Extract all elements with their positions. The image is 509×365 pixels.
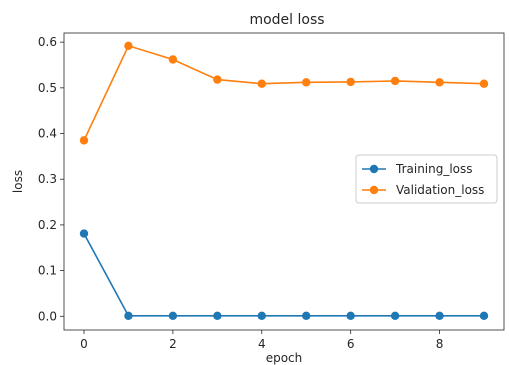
x-tick-label: 2 — [169, 337, 177, 351]
y-tick-label: 0.3 — [38, 172, 57, 186]
data-point — [168, 311, 178, 321]
legend-marker — [369, 185, 379, 195]
series-line — [83, 233, 484, 317]
data-point — [79, 136, 89, 145]
y-tick-label: 0.5 — [38, 81, 57, 95]
legend-label: Validation_loss — [396, 183, 484, 197]
y-axis: 0.0 0.1 0.2 0.3 0.4 0.5 0.6 — [38, 35, 64, 323]
series-training-loss — [79, 229, 489, 321]
series-line — [83, 44, 485, 141]
legend-entry: Validation_loss — [362, 183, 484, 197]
legend-box — [355, 154, 498, 204]
data-point — [213, 75, 222, 84]
data-point — [124, 41, 133, 50]
data-point — [257, 311, 266, 321]
data-point — [257, 79, 266, 88]
data-point — [390, 311, 400, 321]
chart-title: model loss — [249, 12, 324, 28]
data-point — [479, 79, 489, 88]
series-validation-loss — [79, 41, 489, 145]
y-tick-label: 0.0 — [38, 309, 57, 323]
y-tick-label: 0.6 — [38, 35, 57, 49]
data-point — [346, 311, 355, 321]
y-tick-label: 0.2 — [38, 218, 57, 232]
x-tick-label: 6 — [347, 337, 355, 351]
x-tick-label: 8 — [436, 337, 444, 351]
data-point — [479, 311, 489, 321]
y-tick-label: 0.4 — [38, 127, 57, 141]
x-axis-label: epoch — [266, 351, 303, 365]
x-tick-label: 4 — [258, 337, 266, 351]
data-point — [435, 311, 444, 321]
data-point — [213, 311, 222, 321]
data-point — [346, 77, 355, 87]
legend-label: Training_loss — [395, 162, 473, 176]
data-point — [124, 311, 133, 321]
x-axis: 0 2 4 6 8 — [80, 330, 443, 351]
legend: Training_loss Validation_loss — [355, 154, 498, 204]
series-layer — [79, 41, 489, 321]
x-tick-label: 0 — [80, 337, 88, 351]
data-point — [390, 76, 400, 86]
data-point — [435, 78, 444, 87]
legend-entry: Training_loss — [362, 162, 473, 176]
legend-marker — [369, 164, 379, 174]
data-point — [79, 229, 89, 238]
y-tick-label: 0.1 — [38, 264, 57, 278]
data-point — [302, 311, 311, 321]
data-point — [302, 78, 311, 87]
data-point — [168, 55, 178, 64]
y-axis-label: loss — [11, 170, 25, 193]
